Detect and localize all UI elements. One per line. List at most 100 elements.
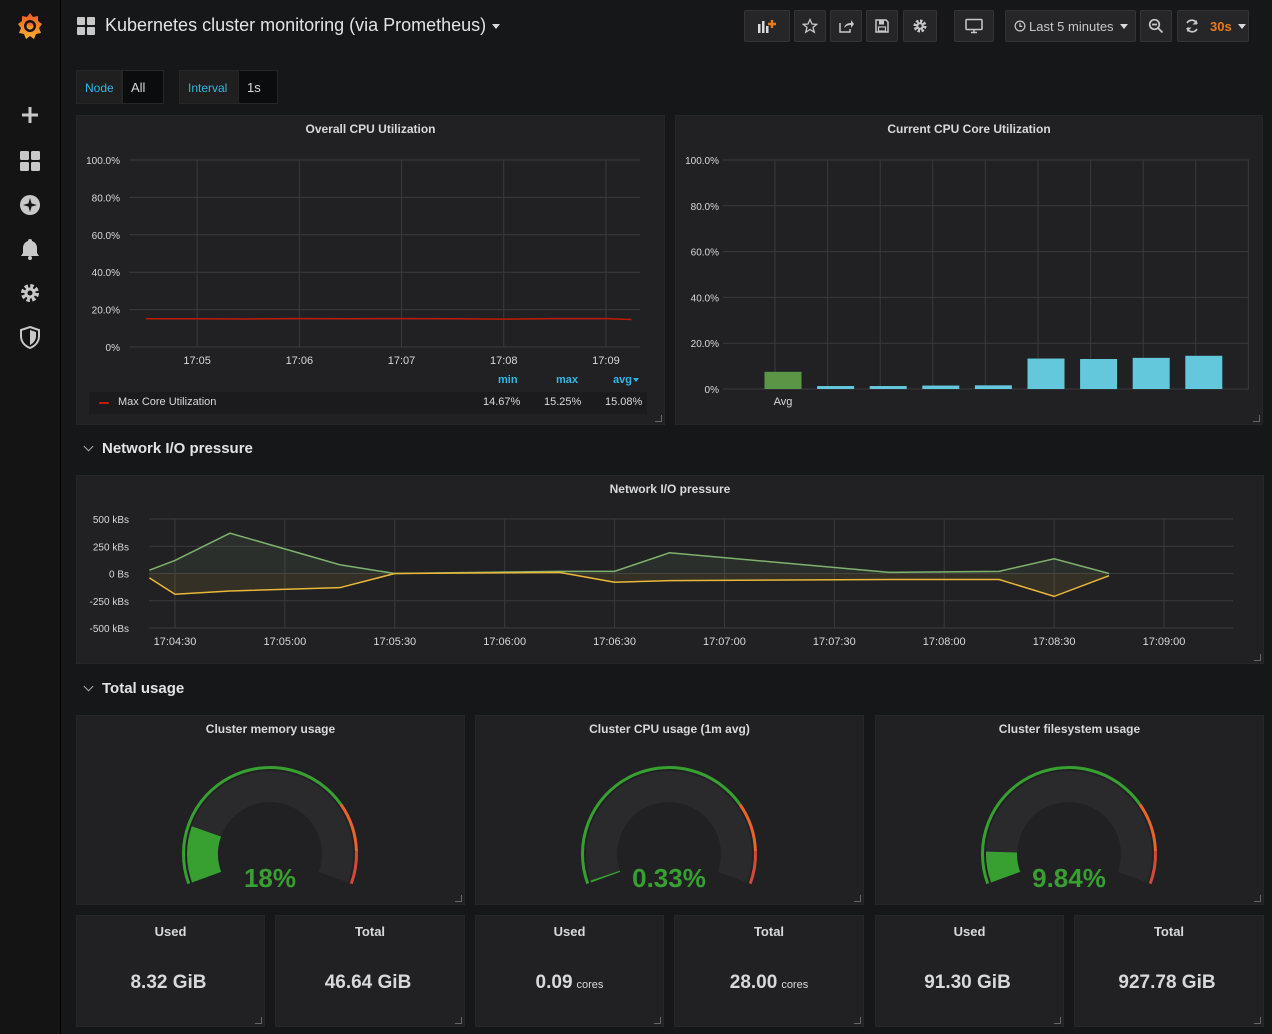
panel-resize-handle[interactable] — [655, 415, 662, 422]
panel-title: Cluster filesystem usage — [998, 722, 1141, 736]
panel-resize-handle[interactable] — [1254, 1017, 1261, 1024]
sidebar — [0, 0, 61, 1034]
x-tick-label: 17:05:00 — [263, 636, 306, 648]
legend-header-min[interactable]: min — [498, 374, 518, 386]
panel-resize-handle[interactable] — [854, 895, 861, 902]
legend-row[interactable]: Max Core Utilization 14.67% 15.25% 15.08… — [89, 392, 647, 414]
panel-title: Current CPU Core Utilization — [887, 122, 1051, 136]
panel-resize-handle[interactable] — [654, 1017, 661, 1024]
panel-title: Network I/O pressure — [609, 482, 731, 496]
dashboard-title-text: Kubernetes cluster monitoring (via Prome… — [105, 15, 487, 35]
y-tick-label: 100.0% — [86, 156, 120, 167]
panel-resize-handle[interactable] — [1254, 654, 1261, 661]
x-tick-label: 17:06 — [286, 355, 314, 367]
y-tick-label: 60.0% — [691, 248, 719, 259]
gauge-value: 9.84% — [1032, 863, 1106, 893]
gauge-threshold-green — [581, 765, 742, 885]
row-network-header[interactable]: Network I/O pressure — [83, 440, 253, 457]
panel-memory-total[interactable]: Total 46.64 GiB — [275, 915, 465, 1027]
explore-icon[interactable] — [18, 193, 42, 217]
grafana-logo-icon[interactable] — [14, 10, 46, 42]
x-tick-label: 17:05 — [183, 355, 211, 367]
topbar: Kubernetes cluster monitoring (via Prome… — [61, 0, 1272, 54]
legend-header-avg[interactable]: avg — [613, 374, 639, 386]
stat-unit: cores — [781, 979, 809, 991]
save-button[interactable] — [866, 10, 898, 42]
panel-resize-handle[interactable] — [1253, 415, 1260, 422]
panel-memory-gauge[interactable]: Cluster memory usage 18% — [76, 715, 465, 905]
gauge-value: 18% — [244, 863, 296, 893]
panel-resize-handle[interactable] — [455, 895, 462, 902]
cpu-gauge: 0.33% — [581, 765, 757, 893]
y-tick-label: 20.0% — [92, 306, 120, 317]
panel-filesystem-gauge[interactable]: Cluster filesystem usage 9.84% — [875, 715, 1264, 905]
panel-resize-handle[interactable] — [854, 1017, 861, 1024]
share-button[interactable] — [830, 10, 862, 42]
time-range-picker[interactable]: Last 5 minutes — [1005, 10, 1136, 42]
stat-number: 46.64 GiB — [324, 972, 412, 993]
sort-desc-icon — [632, 378, 639, 383]
zoom-out-button[interactable] — [1140, 10, 1172, 42]
network-chart: 500 kBs 250 kBs 0 Bs -250 kBs -500 kBs 17:04:… — [90, 515, 1233, 648]
dashboard-title[interactable]: Kubernetes cluster monitoring (via Prome… — [105, 15, 501, 36]
y-tick-label: 40.0% — [691, 293, 719, 304]
bar — [1185, 355, 1223, 389]
panel-network[interactable]: Network I/O pressure 500 kBs 250 kBs 0 Bs -… — [76, 475, 1264, 664]
x-tick-label: 17:09 — [592, 355, 620, 367]
tv-mode-button[interactable] — [954, 10, 994, 42]
panel-core-cpu[interactable]: Current CPU Core Utilization 0% 20.0% 40.0… — [675, 115, 1263, 425]
alerting-bell-icon[interactable] — [18, 237, 42, 261]
gear-icon — [913, 19, 927, 33]
gauge-fill — [187, 826, 222, 883]
row-total-usage-header[interactable]: Total usage — [83, 680, 184, 697]
legend-header-max[interactable]: max — [556, 374, 579, 386]
bar — [764, 371, 802, 389]
add-panel-button[interactable] — [744, 10, 790, 42]
plus-icon[interactable] — [18, 103, 42, 127]
star-button[interactable] — [794, 10, 826, 42]
panel-resize-handle[interactable] — [1254, 895, 1261, 902]
variable-select-node[interactable]: All — [122, 70, 164, 126]
gauge-threshold-green — [182, 765, 343, 885]
gauge-value: 0.33% — [632, 863, 706, 893]
stat-unit: cores — [576, 979, 604, 991]
gauge-track — [586, 771, 752, 883]
chevron-down-icon — [83, 681, 94, 692]
panel-cpu-used[interactable]: Used 0.09 cores — [475, 915, 664, 1027]
panel-cpu-total[interactable]: Total 28.00 cores — [674, 915, 864, 1027]
panel-cpu-gauge[interactable]: Cluster CPU usage (1m avg) 0.33% — [475, 715, 864, 905]
panel-overall-cpu[interactable]: Overall CPU Utilization 0% 20.0% 40.0% 60.0… — [76, 115, 665, 425]
stat-number: 0.09 — [535, 972, 573, 993]
memory-gauge: 18% — [182, 765, 358, 893]
bar — [1080, 359, 1118, 389]
panel-resize-handle[interactable] — [1054, 1017, 1061, 1024]
y-tick-label: 40.0% — [92, 268, 120, 279]
variable-select-interval[interactable]: 1s — [238, 70, 278, 126]
panel-fs-total[interactable]: Total 927.78 GiB — [1074, 915, 1264, 1027]
stat-value: 0.09 cores — [476, 972, 663, 994]
settings-button[interactable] — [903, 10, 937, 42]
y-tick-label: 60.0% — [92, 231, 120, 242]
x-tick-label: 17:09:00 — [1143, 636, 1186, 648]
x-tick-label: 17:08 — [490, 355, 518, 367]
dashboard-grid-icon — [77, 17, 95, 39]
x-tick-label: 17:07:30 — [813, 636, 856, 648]
bar — [817, 386, 855, 389]
chevron-down-icon — [1119, 23, 1128, 29]
panel-fs-used[interactable]: Used 91.30 GiB — [875, 915, 1064, 1027]
stat-value: 46.64 GiB — [276, 972, 464, 994]
panel-memory-used[interactable]: Used 8.32 GiB — [76, 915, 265, 1027]
refresh-picker[interactable]: 30s — [1177, 10, 1249, 42]
zoom-out-icon — [1148, 18, 1164, 34]
gear-icon[interactable] — [18, 281, 42, 305]
x-tick-label: 17:06:30 — [593, 636, 636, 648]
panel-resize-handle[interactable] — [255, 1017, 262, 1024]
dashboards-icon[interactable] — [18, 149, 42, 173]
x-tick-label: 17:05:30 — [373, 636, 416, 648]
bar — [869, 386, 907, 389]
time-range-label: Last 5 minutes — [1029, 18, 1114, 34]
shield-icon[interactable] — [18, 325, 42, 350]
panel-resize-handle[interactable] — [455, 1017, 462, 1024]
legend-series-name: Max Core Utilization — [118, 396, 217, 408]
panel-title: Overall CPU Utilization — [305, 122, 436, 136]
